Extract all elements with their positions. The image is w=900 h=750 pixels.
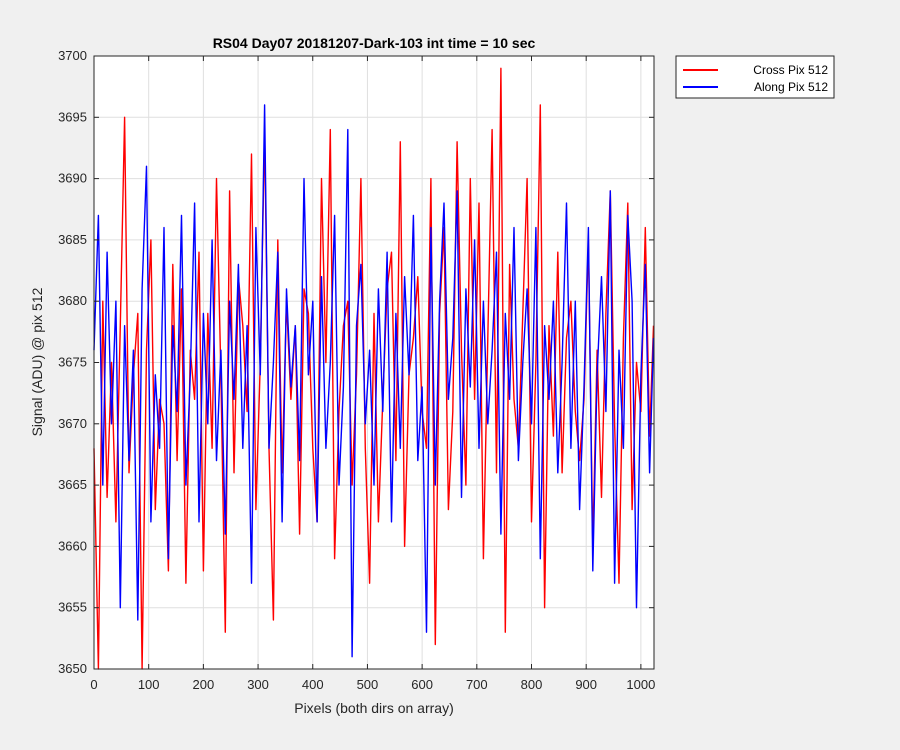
x-tick-label: 500 — [357, 677, 379, 692]
legend: Cross Pix 512 Along Pix 512 — [675, 55, 835, 99]
x-tick-label: 900 — [575, 677, 597, 692]
x-axis-label: Pixels (both dirs on array) — [294, 700, 454, 716]
axis-ticks: 0 100 200 300 400 500 600 700 800 900 1000 3650 3655… — [58, 48, 655, 692]
x-tick-label: 400 — [302, 677, 324, 692]
y-tick-label: 3670 — [58, 416, 87, 431]
x-tick-label: 100 — [138, 677, 160, 692]
legend-label-0: Cross Pix 512 — [753, 63, 828, 77]
y-tick-label: 3655 — [58, 600, 87, 615]
chart-title: RS04 Day07 20181207-Dark-103 int time = … — [213, 35, 536, 51]
x-tick-label: 200 — [193, 677, 215, 692]
y-tick-label: 3700 — [58, 48, 87, 63]
y-tick-label: 3695 — [58, 109, 87, 124]
y-axis-label: Signal (ADU) @ pix 512 — [29, 287, 45, 436]
y-tick-label: 3675 — [58, 355, 87, 370]
legend-label-1: Along Pix 512 — [754, 80, 828, 94]
y-tick-label: 3690 — [58, 171, 87, 186]
x-tick-label: 800 — [521, 677, 543, 692]
series-layer — [93, 67, 655, 670]
y-tick-label: 3650 — [58, 661, 87, 676]
x-tick-label: 300 — [247, 677, 269, 692]
legend-box — [675, 55, 835, 99]
y-tick-label: 3685 — [58, 232, 87, 247]
y-tick-label: 3660 — [58, 538, 87, 553]
x-tick-label: 600 — [411, 677, 433, 692]
series-line-1 — [93, 104, 655, 658]
x-tick-label: 1000 — [626, 677, 655, 692]
x-tick-label: 0 — [90, 677, 97, 692]
x-tick-label: 700 — [466, 677, 488, 692]
y-tick-label: 3665 — [58, 477, 87, 492]
y-tick-label: 3680 — [58, 293, 87, 308]
